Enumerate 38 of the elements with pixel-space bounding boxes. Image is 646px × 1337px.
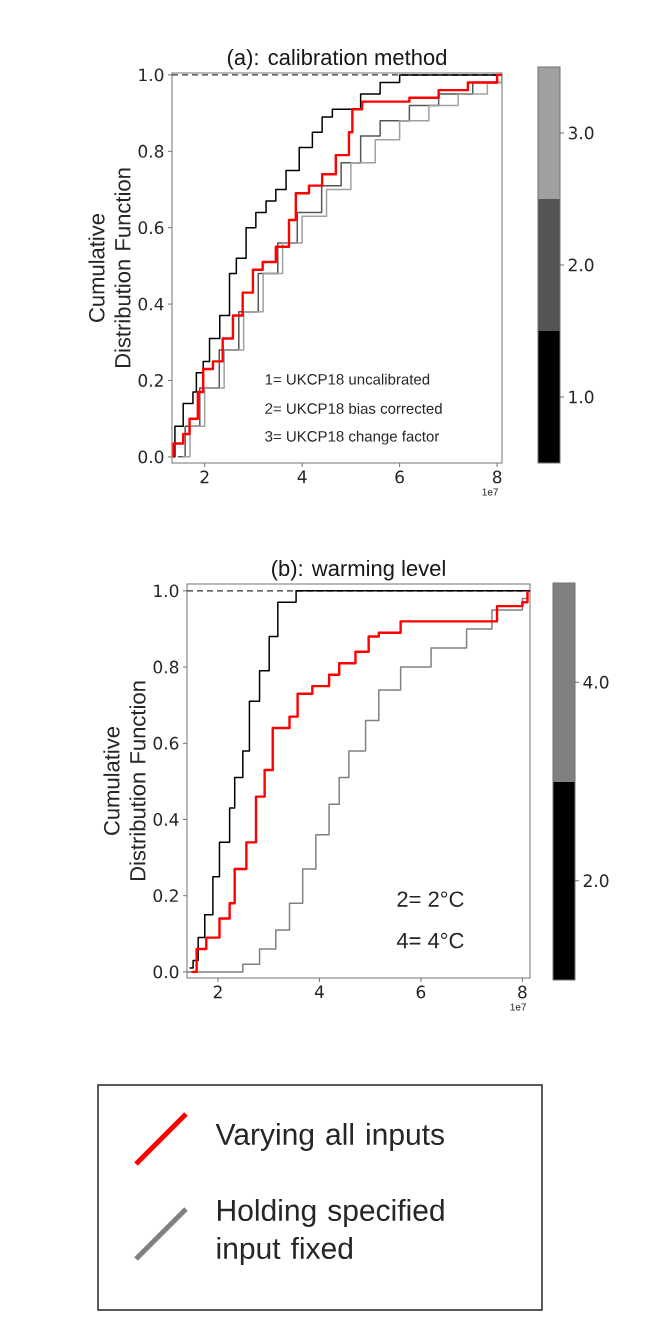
- y-tick-label: 0.2: [153, 889, 178, 903]
- y-tick-label: 0.4: [138, 297, 164, 311]
- y-axis-title: Cumulative Distribution Function: [103, 681, 146, 881]
- x-tick-label: 4: [297, 470, 307, 483]
- color-bar-label: 2.0: [568, 258, 594, 272]
- x-tick-label: 4: [314, 985, 324, 998]
- y-tick-label: 0.6: [153, 736, 179, 750]
- annotation: 1= UKCP18 uncalibrated: [265, 373, 430, 385]
- color-bar-label: 2.0: [583, 874, 609, 888]
- y-tick-label: 1.0: [139, 68, 164, 82]
- x-tick-label: 2: [213, 985, 222, 999]
- y-tick-label: 0.0: [153, 965, 179, 979]
- text: 1e7: [482, 488, 498, 496]
- color-bar-label: 4.0: [583, 675, 609, 689]
- chart-title: (a): calibration method: [227, 48, 447, 70]
- y-axis-title: Cumulative Distribution Function: [88, 168, 131, 368]
- annotation: 2= UKCP18 bias corrected: [265, 402, 442, 414]
- y-tick-label: 0.6: [138, 221, 164, 235]
- y-tick-label: 0.0: [138, 450, 164, 464]
- x-tick-label: 8: [492, 470, 502, 484]
- annotation: 3= UKCP18 change factor: [265, 430, 440, 445]
- color-bar-label: 3.0: [568, 126, 594, 140]
- y-tick-label: 0.4: [153, 813, 179, 826]
- x-tick-label: 8: [518, 985, 527, 999]
- annotation: 2= 2°C: [397, 891, 464, 907]
- legend-label: Holding specified input fixed: [217, 1199, 444, 1265]
- x-tick-label: 6: [395, 470, 404, 484]
- x-tick-label: 2: [200, 470, 209, 484]
- y-tick-label: 0.2: [138, 374, 163, 387]
- text: 1e7: [510, 1003, 526, 1011]
- y-tick-label: 0.8: [153, 660, 179, 674]
- x-tick-label: 6: [416, 985, 426, 999]
- y-tick-label: 0.8: [138, 144, 164, 158]
- y-tick-label: 1.0: [154, 584, 179, 598]
- color-bar-label: 1.0: [569, 390, 594, 404]
- legend-label: Varying all inputs: [215, 1123, 444, 1151]
- annotation: 4= 4°C: [396, 932, 464, 949]
- chart-title: (b): warming level: [272, 559, 445, 581]
